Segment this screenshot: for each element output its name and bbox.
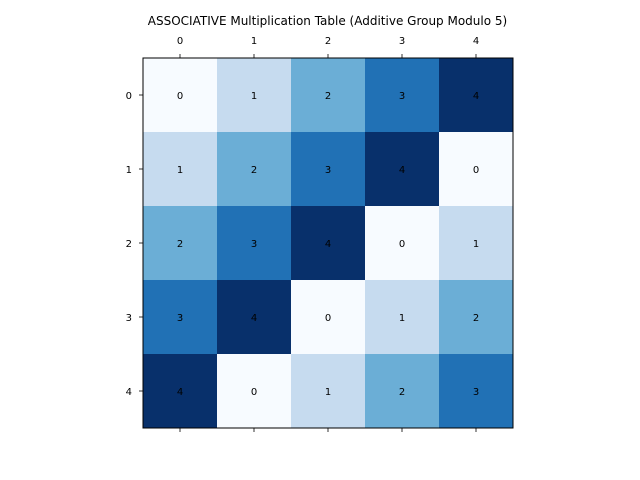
cell-label-r0-c0: 0 bbox=[177, 91, 183, 102]
heatmap-cell-r0-c3 bbox=[365, 58, 439, 132]
plot-frame bbox=[142, 57, 514, 429]
chart-title: ASSOCIATIVE Multiplication Table (Additi… bbox=[148, 14, 507, 28]
cell-label-r3-c3: 1 bbox=[399, 313, 405, 324]
y-tick-label-4: 4 bbox=[126, 387, 132, 398]
y-tick-label-1: 1 bbox=[126, 165, 132, 176]
cell-label-r1-c2: 3 bbox=[325, 165, 331, 176]
cell-label-r4-c1: 0 bbox=[251, 387, 257, 398]
heatmap-cell-r0-c1 bbox=[217, 58, 291, 132]
cell-label-r2-c3: 0 bbox=[399, 239, 405, 250]
cell-label-r0-c1: 1 bbox=[251, 91, 257, 102]
heatmap-cell-r0-c2 bbox=[291, 58, 365, 132]
heatmap-cell-r0-c0 bbox=[143, 58, 217, 132]
y-axis: 0 1 2 3 4 bbox=[126, 91, 143, 398]
heatmap-cell-r3-c2 bbox=[291, 280, 365, 354]
cell-label-r1-c1: 2 bbox=[251, 165, 257, 176]
cell-label-r0-c4: 4 bbox=[473, 91, 479, 102]
y-tick-label-2: 2 bbox=[126, 239, 132, 250]
cell-label-r4-c2: 1 bbox=[325, 387, 331, 398]
cell-label-r2-c2: 4 bbox=[325, 239, 331, 250]
heatmap-cell-r0-c4 bbox=[439, 58, 513, 132]
cell-label-r4-c0: 4 bbox=[177, 387, 183, 398]
heatmap-cells bbox=[143, 58, 513, 428]
x-tick-label-2: 2 bbox=[325, 36, 331, 47]
x-tick-label-3: 3 bbox=[399, 36, 405, 47]
heatmap-cell-r2-c0 bbox=[143, 206, 217, 280]
x-tick-label-1: 1 bbox=[251, 36, 257, 47]
heatmap-cell-r4-c0 bbox=[143, 354, 217, 428]
cell-label-r3-c0: 3 bbox=[177, 313, 183, 324]
cell-label-r0-c2: 2 bbox=[325, 91, 331, 102]
heatmap-cell-r2-c2 bbox=[291, 206, 365, 280]
y-tick-label-3: 3 bbox=[126, 313, 132, 324]
heatmap-cell-r3-c4 bbox=[439, 280, 513, 354]
heatmap-cell-r4-c3 bbox=[365, 354, 439, 428]
x-tick-label-0: 0 bbox=[177, 36, 183, 47]
heatmap-cell-r4-c2 bbox=[291, 354, 365, 428]
cell-label-r2-c0: 2 bbox=[177, 239, 183, 250]
heatmap-cell-r2-c4 bbox=[439, 206, 513, 280]
cell-label-r2-c4: 1 bbox=[473, 239, 479, 250]
heatmap-cell-labels: 0 1 2 3 4 1 2 3 4 0 2 3 4 0 1 3 4 0 1 2 4 0 1 2 3 bbox=[177, 91, 479, 398]
heatmap-cell-r1-c4 bbox=[439, 132, 513, 206]
heatmap-cell-r1-c3 bbox=[365, 132, 439, 206]
heatmap-cell-r4-c4 bbox=[439, 354, 513, 428]
cell-label-r0-c3: 3 bbox=[399, 91, 405, 102]
heatmap-cell-r2-c3 bbox=[365, 206, 439, 280]
cell-label-r4-c4: 3 bbox=[473, 387, 479, 398]
heatmap-cell-r3-c3 bbox=[365, 280, 439, 354]
heatmap-cell-r3-c0 bbox=[143, 280, 217, 354]
cell-label-r3-c4: 2 bbox=[473, 313, 479, 324]
cell-label-r3-c1: 4 bbox=[251, 313, 257, 324]
heatmap-cell-r1-c0 bbox=[143, 132, 217, 206]
heatmap-cell-r3-c1 bbox=[217, 280, 291, 354]
cell-label-r2-c1: 3 bbox=[251, 239, 257, 250]
heatmap-cell-r1-c2 bbox=[291, 132, 365, 206]
heatmap-cell-r2-c1 bbox=[217, 206, 291, 280]
cell-label-r4-c3: 2 bbox=[399, 387, 405, 398]
heatmap-cell-r1-c1 bbox=[217, 132, 291, 206]
cell-label-r1-c0: 1 bbox=[177, 165, 183, 176]
x-axis: 0 1 2 3 4 bbox=[177, 36, 479, 432]
cell-label-r3-c2: 0 bbox=[325, 313, 331, 324]
x-tick-label-4: 4 bbox=[473, 36, 479, 47]
heatmap-cell-r4-c1 bbox=[217, 354, 291, 428]
cell-label-r1-c3: 4 bbox=[399, 165, 405, 176]
cell-label-r1-c4: 0 bbox=[473, 165, 479, 176]
y-tick-label-0: 0 bbox=[126, 91, 132, 102]
